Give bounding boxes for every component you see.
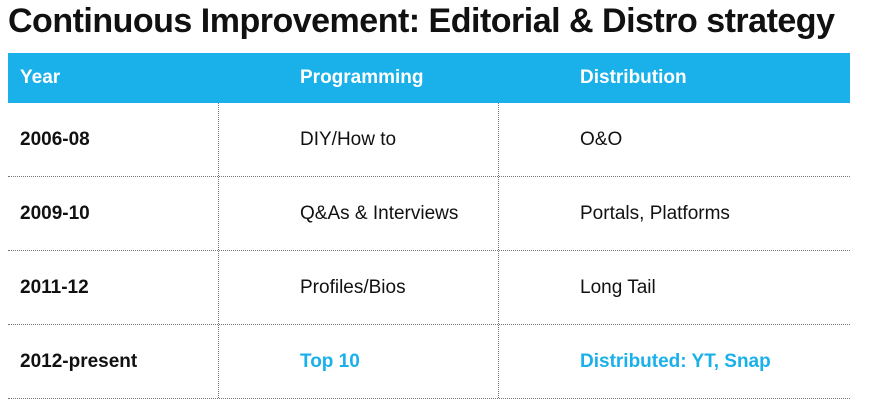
column-separator bbox=[498, 325, 499, 398]
table-cell: Distributed: YT, Snap bbox=[580, 350, 771, 372]
column-separator bbox=[218, 103, 219, 176]
column-separator bbox=[498, 177, 499, 250]
column-separator bbox=[498, 103, 499, 176]
table-cell: Long Tail bbox=[580, 276, 656, 298]
table-cell: 2009-10 bbox=[20, 202, 90, 224]
column-separator bbox=[218, 177, 219, 250]
column-separator bbox=[218, 251, 219, 324]
table-cell: Q&As & Interviews bbox=[300, 202, 459, 224]
table-row: 2009-10 Q&As & Interviews Portals, Platfor… bbox=[8, 177, 850, 251]
title: Continuous Improvement: Editorial & Dist… bbox=[8, 2, 835, 40]
table-row: 2012-present Top 10 Distributed: YT, Snap bbox=[8, 325, 850, 399]
table-cell: 2012-present bbox=[20, 350, 138, 372]
table-cell: 2011-12 bbox=[20, 276, 89, 298]
table-cell: O&O bbox=[580, 128, 623, 150]
header-cell: Programming bbox=[300, 67, 424, 88]
table-cell: Portals, Platforms bbox=[580, 202, 730, 224]
table-cell: DIY/How to bbox=[300, 128, 397, 150]
table-cell: Top 10 bbox=[300, 350, 360, 372]
header-cell: Year bbox=[20, 67, 61, 88]
column-separator bbox=[498, 251, 499, 324]
table-cell: 2006-08 bbox=[20, 128, 90, 150]
table-cell: Profiles/Bios bbox=[300, 276, 406, 298]
header-row: Year Programming Distribution bbox=[8, 53, 850, 103]
column-separator bbox=[218, 325, 219, 398]
header-cell: Distribution bbox=[580, 67, 687, 88]
table-row: 2011-12 Profiles/Bios Long Tail bbox=[8, 251, 850, 325]
table-row: 2006-08 DIY/How to O&O bbox=[8, 103, 850, 177]
table: Year Programming Distribution 2006-08 DIY/Ho… bbox=[8, 53, 850, 399]
